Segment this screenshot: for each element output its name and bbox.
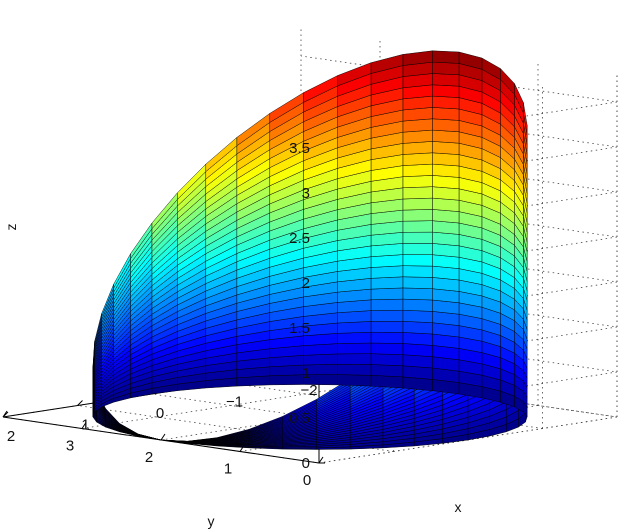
z-tick-label: 3 — [302, 185, 310, 202]
surface-patch — [402, 343, 433, 357]
surface-patch — [370, 353, 404, 367]
z-tick-label: 1 — [302, 365, 310, 382]
y-tick-label: 1 — [224, 461, 232, 478]
grid-line — [151, 393, 469, 441]
surface-patch — [370, 375, 404, 389]
surface-patch — [402, 175, 433, 189]
surface-patch — [432, 186, 460, 201]
surface-patch — [402, 332, 433, 346]
surface-patch — [402, 321, 433, 335]
surface-patch — [432, 61, 460, 76]
z-tick-label: 0.5 — [289, 410, 310, 427]
surface-patch — [402, 163, 433, 177]
surface-patch — [370, 342, 404, 355]
surface-patch — [402, 197, 433, 211]
surface-patch — [432, 50, 460, 64]
surface-patch — [402, 186, 433, 200]
surface-patch — [402, 354, 433, 369]
surface-patch — [402, 209, 433, 222]
surface-patch — [370, 287, 404, 301]
x-tick-label: −1 — [226, 394, 243, 411]
y-tick-mark — [160, 433, 166, 441]
grid-line — [226, 382, 543, 429]
surface-patch — [303, 353, 338, 366]
surface-patch — [432, 95, 460, 110]
surface-patch — [432, 141, 460, 155]
x-tick-label: 1 — [81, 417, 89, 434]
surface-patch — [432, 107, 460, 121]
surface-patch — [370, 321, 404, 333]
z-tick-label: 2 — [302, 275, 310, 292]
surface-patch — [303, 75, 338, 103]
surface-patch — [370, 276, 404, 290]
y-axis-label: y — [208, 513, 215, 529]
surface-patch — [337, 342, 372, 355]
surface-patch — [370, 364, 404, 378]
surface-patch — [402, 231, 433, 244]
surface-patch — [402, 265, 433, 278]
surface-patch — [402, 220, 433, 233]
surface-patch — [432, 84, 460, 98]
y-tick-mark — [318, 456, 324, 464]
surface-patch — [370, 265, 404, 279]
grid-line — [77, 405, 394, 452]
grid-line — [81, 382, 381, 429]
surface-patch — [432, 129, 460, 144]
x-tick-label: 0 — [156, 405, 164, 422]
surface-patch — [402, 298, 433, 312]
surface-patch — [432, 197, 460, 212]
z-tick-labels: 0 0.5 1 1.5 2 2.5 3 3.5 — [289, 140, 310, 472]
z-tick-label: 2.5 — [289, 230, 310, 247]
surface-patch — [402, 287, 433, 301]
surface-patch — [402, 309, 433, 323]
cylinder-surface — [92, 50, 528, 450]
z-tick-label: 1.5 — [289, 320, 310, 337]
surface-patch — [337, 353, 372, 365]
y-tick-label: 0 — [303, 472, 311, 489]
x-axis-label: x — [455, 499, 462, 515]
surface-patch — [402, 141, 433, 155]
surface-patch — [402, 276, 433, 289]
surface-patch — [432, 73, 460, 87]
surface-patch — [432, 163, 460, 178]
surface-patch — [402, 152, 433, 166]
x-tick-mark — [2, 411, 9, 418]
y-tick-mark — [81, 422, 87, 429]
surface-patch — [432, 152, 460, 167]
z-tick-label: 0 — [302, 455, 310, 472]
surface-patch — [432, 118, 460, 133]
x-tick-label: −2 — [300, 382, 317, 399]
surface-patch — [337, 321, 372, 334]
surface-patch — [269, 374, 304, 386]
surface-patch — [337, 331, 372, 344]
surface-patch — [402, 254, 433, 267]
y-tick-label: 2 — [145, 449, 153, 466]
y-tick-labels: 01234 — [66, 438, 311, 490]
y-tick-label: 3 — [66, 438, 74, 455]
x-tick-label: 2 — [7, 428, 15, 445]
x-tick-labels: 2 1 0 −1 −2 — [7, 382, 318, 445]
z-tick-label: 3.5 — [289, 140, 310, 157]
x-tick-mark — [77, 400, 83, 406]
surface-patch — [370, 309, 404, 322]
surface-patch — [370, 331, 404, 344]
surface-patch — [432, 175, 460, 190]
surface-patch — [402, 243, 433, 255]
surface-patch — [337, 374, 372, 387]
surface-patch — [337, 364, 372, 376]
surface-patch — [370, 298, 404, 311]
z-axis-label: z — [3, 224, 19, 231]
surface-patch — [160, 439, 188, 442]
